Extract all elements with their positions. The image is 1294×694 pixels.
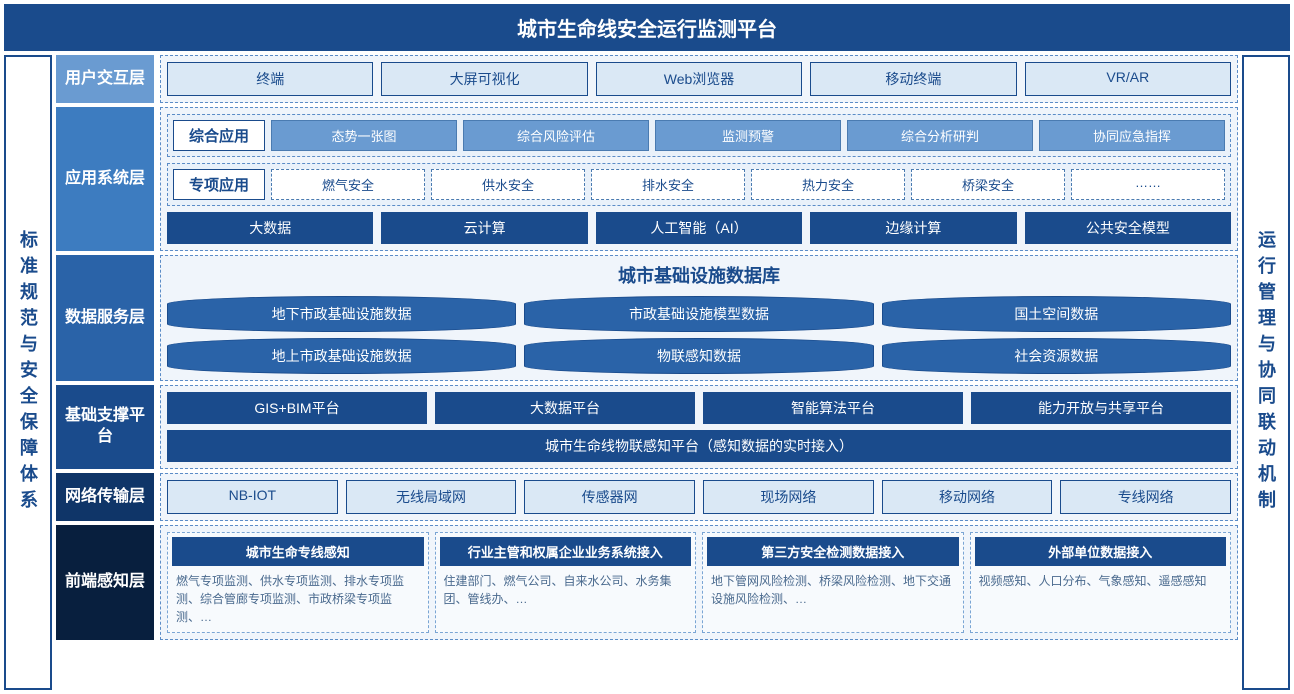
layer-row: 前端感知层城市生命专线感知燃气专项监测、供水专项监测、排水专项监测、综合管廊专项… xyxy=(56,525,1238,640)
sub-group: 专项应用燃气安全供水安全排水安全热力安全桥梁安全…… xyxy=(167,163,1231,206)
cell-box: 大数据平台 xyxy=(435,392,695,424)
sense-card: 行业主管和权属企业业务系统接入住建部门、燃气公司、自来水公司、水务集团、管线办、… xyxy=(435,532,697,633)
db-cylinder: 地上市政基础设施数据 xyxy=(167,338,516,374)
grid-row: 终端大屏可视化 Web浏览器移动终端 VR/AR xyxy=(167,62,1231,96)
cell-box: 智能算法平台 xyxy=(703,392,963,424)
db-title: 城市基础设施数据库 xyxy=(167,262,1231,290)
cell-box: Web浏览器 xyxy=(596,62,802,96)
sense-card: 第三方安全检测数据接入地下管网风险检测、桥梁风险检测、地下交通设施风险检测、… xyxy=(702,532,964,633)
sub-group-label: 综合应用 xyxy=(173,120,265,151)
grid-row: NB-IOT无线局域网传感器网现场网络移动网络专线网络 xyxy=(167,480,1231,514)
body-row: 标准规范与安全保障体系 用户交互层终端大屏可视化 Web浏览器移动终端 VR/AR 应… xyxy=(4,55,1290,690)
grid-row: 城市生命线物联感知平台（感知数据的实时接入） xyxy=(167,430,1231,462)
db-cylinder: 地下市政基础设施数据 xyxy=(167,296,516,332)
layer-row: 数据服务层城市基础设施数据库地下市政基础设施数据市政基础设施模型数据国土空间数据… xyxy=(56,255,1238,381)
grid-row: GIS+BIM平台大数据平台智能算法平台能力开放与共享平台 xyxy=(167,392,1231,424)
cell-box: 能力开放与共享平台 xyxy=(971,392,1231,424)
cell-box: NB-IOT xyxy=(167,480,338,514)
cell-box: 人工智能（AI） xyxy=(596,212,802,244)
layer-content: 城市基础设施数据库地下市政基础设施数据市政基础设施模型数据国土空间数据地上市政基… xyxy=(160,255,1238,381)
sense-card-head: 行业主管和权属企业业务系统接入 xyxy=(440,537,692,566)
cell-box: 专线网络 xyxy=(1060,480,1231,514)
sub-group-items: 燃气安全供水安全排水安全热力安全桥梁安全…… xyxy=(271,169,1225,200)
cell-box: 桥梁安全 xyxy=(911,169,1065,200)
db-cylinder: 市政基础设施模型数据 xyxy=(524,296,873,332)
layer-row: 应用系统层综合应用态势一张图综合风险评估监测预警综合分析研判协同应急指挥专项应用… xyxy=(56,107,1238,251)
cell-box: 综合风险评估 xyxy=(463,120,649,151)
layer-content: 城市生命专线感知燃气专项监测、供水专项监测、排水专项监测、综合管廊专项监测、市政… xyxy=(160,525,1238,640)
cell-box: 云计算 xyxy=(381,212,587,244)
side-right-label: 运行管理与协同联动机制 xyxy=(1242,55,1290,690)
layer-label: 基础支撑平台 xyxy=(56,385,154,469)
cell-box: 移动终端 xyxy=(810,62,1016,96)
cell-box: VR/AR xyxy=(1025,62,1231,96)
cell-box: 公共安全模型 xyxy=(1025,212,1231,244)
cell-box: 监测预警 xyxy=(655,120,841,151)
cell-box: 城市生命线物联感知平台（感知数据的实时接入） xyxy=(167,430,1231,462)
sense-card-body: 燃气专项监测、供水专项监测、排水专项监测、综合管廊专项监测、市政桥梁专项监测、… xyxy=(172,570,424,628)
layer-content: NB-IOT无线局域网传感器网现场网络移动网络专线网络 xyxy=(160,473,1238,521)
layer-row: 基础支撑平台GIS+BIM平台大数据平台智能算法平台能力开放与共享平台城市生命线… xyxy=(56,385,1238,469)
sense-card-body: 地下管网风险检测、桥梁风险检测、地下交通设施风险检测、… xyxy=(707,570,959,610)
cell-box: 态势一张图 xyxy=(271,120,457,151)
sense-card-body: 视频感知、人口分布、气象感知、遥感感知 xyxy=(975,570,1227,592)
db-cylinder: 社会资源数据 xyxy=(882,338,1231,374)
side-right-text: 运行管理与协同联动机制 xyxy=(1253,230,1279,516)
layer-label: 网络传输层 xyxy=(56,473,154,521)
cell-box: 无线局域网 xyxy=(346,480,517,514)
title-bar: 城市生命线安全运行监测平台 xyxy=(4,4,1290,51)
layer-content: 综合应用态势一张图综合风险评估监测预警综合分析研判协同应急指挥专项应用燃气安全供… xyxy=(160,107,1238,251)
sub-group: 综合应用态势一张图综合风险评估监测预警综合分析研判协同应急指挥 xyxy=(167,114,1231,157)
cell-box: 现场网络 xyxy=(703,480,874,514)
cell-box: 大数据 xyxy=(167,212,373,244)
cell-box: 传感器网 xyxy=(524,480,695,514)
cell-box: 热力安全 xyxy=(751,169,905,200)
cell-box: 排水安全 xyxy=(591,169,745,200)
grid-row: 大数据云计算人工智能（AI）边缘计算公共安全模型 xyxy=(167,212,1231,244)
cell-box: 供水安全 xyxy=(431,169,585,200)
sub-group-label: 专项应用 xyxy=(173,169,265,200)
sub-group-items: 态势一张图综合风险评估监测预警综合分析研判协同应急指挥 xyxy=(271,120,1225,151)
cell-box: 综合分析研判 xyxy=(847,120,1033,151)
sense-row: 城市生命专线感知燃气专项监测、供水专项监测、排水专项监测、综合管廊专项监测、市政… xyxy=(167,532,1231,633)
cell-box: 移动网络 xyxy=(882,480,1053,514)
layer-content: 终端大屏可视化 Web浏览器移动终端 VR/AR xyxy=(160,55,1238,103)
diagram-root: 城市生命线安全运行监测平台 标准规范与安全保障体系 用户交互层终端大屏可视化 We… xyxy=(0,0,1294,694)
cell-box: 大屏可视化 xyxy=(381,62,587,96)
layer-label: 前端感知层 xyxy=(56,525,154,640)
side-left-label: 标准规范与安全保障体系 xyxy=(4,55,52,690)
cell-box: GIS+BIM平台 xyxy=(167,392,427,424)
cell-box: …… xyxy=(1071,169,1225,200)
side-left-text: 标准规范与安全保障体系 xyxy=(15,230,41,516)
cell-box: 协同应急指挥 xyxy=(1039,120,1225,151)
layer-label: 应用系统层 xyxy=(56,107,154,251)
sense-card-head: 外部单位数据接入 xyxy=(975,537,1227,566)
db-cylinder: 物联感知数据 xyxy=(524,338,873,374)
cell-box: 燃气安全 xyxy=(271,169,425,200)
db-row: 地上市政基础设施数据物联感知数据社会资源数据 xyxy=(167,338,1231,374)
sense-card-head: 第三方安全检测数据接入 xyxy=(707,537,959,566)
db-row: 地下市政基础设施数据市政基础设施模型数据国土空间数据 xyxy=(167,296,1231,332)
db-cylinder: 国土空间数据 xyxy=(882,296,1231,332)
cell-box: 终端 xyxy=(167,62,373,96)
center-column: 用户交互层终端大屏可视化 Web浏览器移动终端 VR/AR 应用系统层综合应用态势一张… xyxy=(56,55,1238,690)
sense-card: 外部单位数据接入视频感知、人口分布、气象感知、遥感感知 xyxy=(970,532,1232,633)
layer-label: 用户交互层 xyxy=(56,55,154,103)
layer-content: GIS+BIM平台大数据平台智能算法平台能力开放与共享平台城市生命线物联感知平台… xyxy=(160,385,1238,469)
layer-label: 数据服务层 xyxy=(56,255,154,381)
sense-card-head: 城市生命专线感知 xyxy=(172,537,424,566)
sense-card: 城市生命专线感知燃气专项监测、供水专项监测、排水专项监测、综合管廊专项监测、市政… xyxy=(167,532,429,633)
cell-box: 边缘计算 xyxy=(810,212,1016,244)
sense-card-body: 住建部门、燃气公司、自来水公司、水务集团、管线办、… xyxy=(440,570,692,610)
layer-row: 网络传输层 NB-IOT无线局域网传感器网现场网络移动网络专线网络 xyxy=(56,473,1238,521)
layer-row: 用户交互层终端大屏可视化 Web浏览器移动终端 VR/AR xyxy=(56,55,1238,103)
